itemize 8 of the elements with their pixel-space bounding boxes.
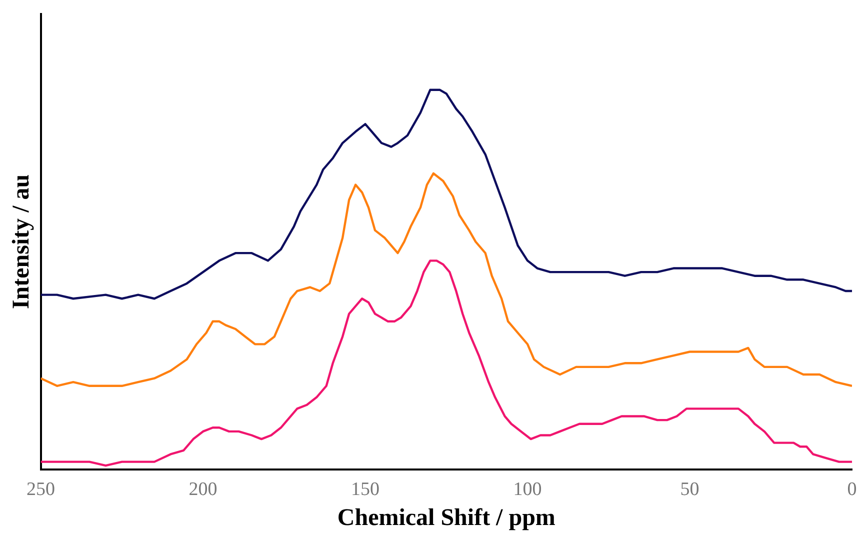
x-tick-label: 200 <box>188 478 218 500</box>
x-tick-label: 50 <box>680 478 700 500</box>
x-tick-label: 100 <box>513 478 542 500</box>
y-axis-title: Intensity / au <box>8 174 35 310</box>
x-tick-label: 0 <box>847 478 857 500</box>
x-axis-title: Chemical Shift / ppm <box>337 504 556 531</box>
x-tick-label: 150 <box>351 478 380 500</box>
x-tick-label: 250 <box>26 478 56 500</box>
